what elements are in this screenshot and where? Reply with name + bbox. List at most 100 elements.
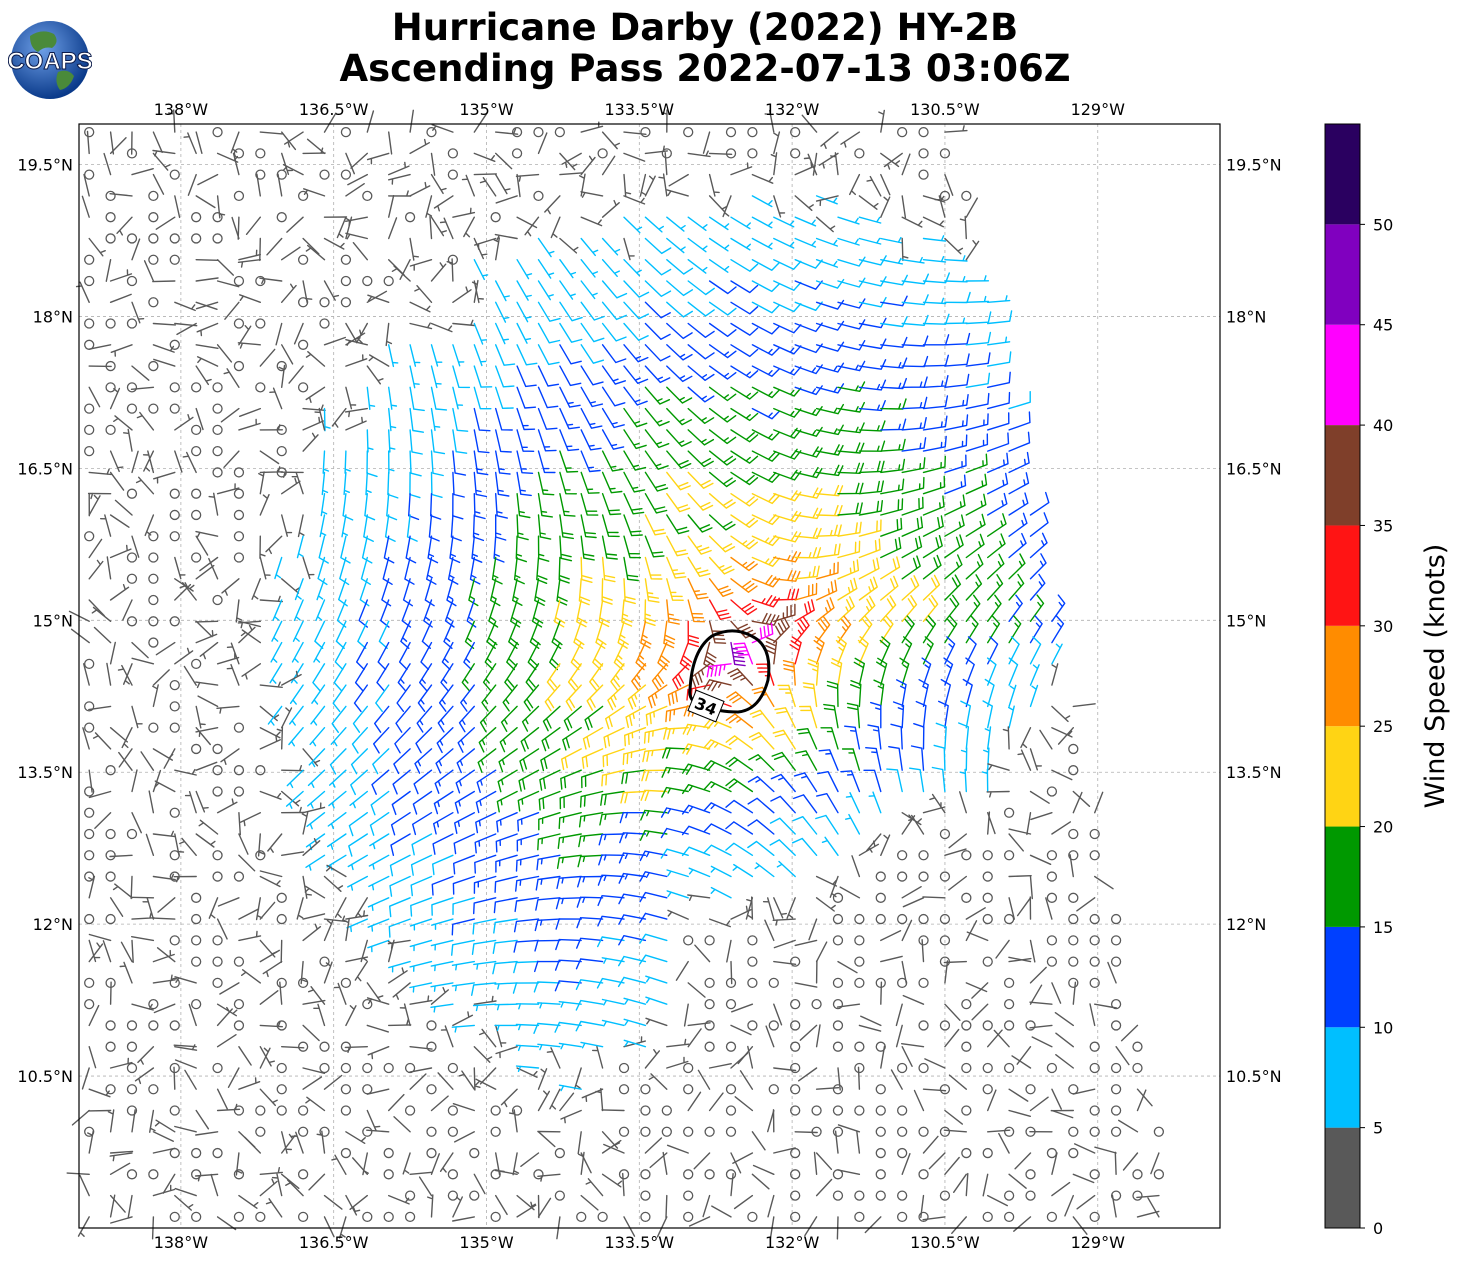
wind-barb <box>867 724 882 750</box>
wind-barb <box>703 802 732 814</box>
wind-barb <box>191 892 202 903</box>
wind-barb <box>773 1067 797 1072</box>
wind-barb <box>901 195 907 219</box>
wind-barb <box>640 789 668 802</box>
wind-barb <box>388 217 398 240</box>
wind-barb <box>666 514 690 535</box>
wind-barb <box>888 746 903 771</box>
wind-barb <box>730 322 759 336</box>
wind-barb <box>106 556 112 580</box>
wind-barb <box>277 173 283 197</box>
wind-barb <box>790 999 801 1010</box>
wind-barb <box>282 163 304 176</box>
wind-barb <box>751 622 774 644</box>
wind-barb <box>901 437 927 452</box>
wind-barb <box>708 280 737 295</box>
wind-barb <box>754 862 775 878</box>
wind-barb <box>747 819 775 835</box>
wind-barb <box>687 407 715 424</box>
wind-barb <box>512 982 540 994</box>
wind-barb <box>233 552 245 563</box>
wind-barb <box>88 344 112 350</box>
wind-barb <box>109 584 130 601</box>
wind-barb <box>1072 703 1096 708</box>
wind-barb <box>880 438 906 452</box>
wind-barb <box>580 535 595 561</box>
wind-barb <box>794 547 822 559</box>
wind-barb <box>870 701 882 729</box>
wind-barb <box>666 189 689 197</box>
wind-barb <box>77 1216 90 1237</box>
wind-barb <box>319 1126 330 1137</box>
wind-barb <box>880 336 908 348</box>
wind-barb <box>148 233 159 244</box>
wind-barb <box>267 833 283 853</box>
wind-barb <box>259 348 276 367</box>
wind-barb <box>409 918 433 931</box>
wind-barb <box>623 429 647 450</box>
wind-barb <box>858 1024 882 1032</box>
wind-barb <box>1008 875 1032 878</box>
wind-barb <box>580 514 597 539</box>
wind-barb <box>472 1003 497 1012</box>
wind-barb <box>1029 615 1043 644</box>
wind-barb <box>730 429 759 443</box>
wind-barb <box>892 701 905 729</box>
wind-barb <box>375 684 390 712</box>
wind-barb <box>1076 897 1096 912</box>
wind-barb <box>353 684 368 713</box>
wind-barb <box>541 727 561 752</box>
wind-barb <box>195 790 209 813</box>
wind-barb <box>389 897 411 918</box>
wind-barb <box>922 554 942 580</box>
wind-barb <box>554 959 582 971</box>
wind-barb <box>495 471 510 497</box>
colorbar-bin <box>1325 124 1360 225</box>
wind-barb <box>235 599 243 623</box>
wind-barb <box>577 875 604 888</box>
wind-barb <box>623 216 643 234</box>
map-background <box>79 124 1220 1228</box>
wind-barb <box>473 450 489 476</box>
wind-barb <box>597 936 625 948</box>
wind-barb <box>771 751 796 771</box>
wind-barb <box>208 557 219 580</box>
wind-barb <box>1008 573 1025 601</box>
wind-barb <box>148 254 159 265</box>
lon-label: 138°W <box>154 1233 209 1252</box>
wind-barb <box>452 450 467 476</box>
wind-barb <box>152 1131 174 1142</box>
wind-barb <box>901 1153 911 1175</box>
wind-barb <box>174 450 183 473</box>
wind-barb <box>362 275 373 287</box>
wind-barb <box>601 259 620 277</box>
wind-barb <box>922 216 945 228</box>
wind-barb <box>302 913 326 920</box>
wind-barb <box>836 1003 861 1008</box>
wind-barb <box>751 322 780 335</box>
wind-barb <box>961 1147 972 1159</box>
wind-barb <box>640 1211 651 1223</box>
wind-barb <box>453 833 475 855</box>
wind-barb <box>367 897 390 911</box>
wind-barb <box>88 790 112 799</box>
wind-barb <box>640 1190 651 1201</box>
wind-barb <box>1008 636 1020 665</box>
wind-barb <box>1115 1046 1130 1066</box>
wind-barb <box>661 109 668 133</box>
wind-barb <box>645 975 668 984</box>
wind-barb <box>1016 897 1032 917</box>
wind-barb <box>494 1024 518 1032</box>
wind-barb <box>412 790 433 815</box>
wind-barb <box>297 1211 309 1223</box>
wind-barb <box>725 756 754 771</box>
wind-barb <box>409 1073 427 1090</box>
wind-barb <box>1008 431 1031 452</box>
wind-barb <box>965 615 979 644</box>
wind-barb <box>291 472 304 495</box>
wind-barb <box>457 727 475 753</box>
wind-barb <box>241 969 261 984</box>
wind-barb <box>452 897 475 916</box>
wind-barb <box>725 126 737 138</box>
wind-barb <box>1026 812 1032 836</box>
